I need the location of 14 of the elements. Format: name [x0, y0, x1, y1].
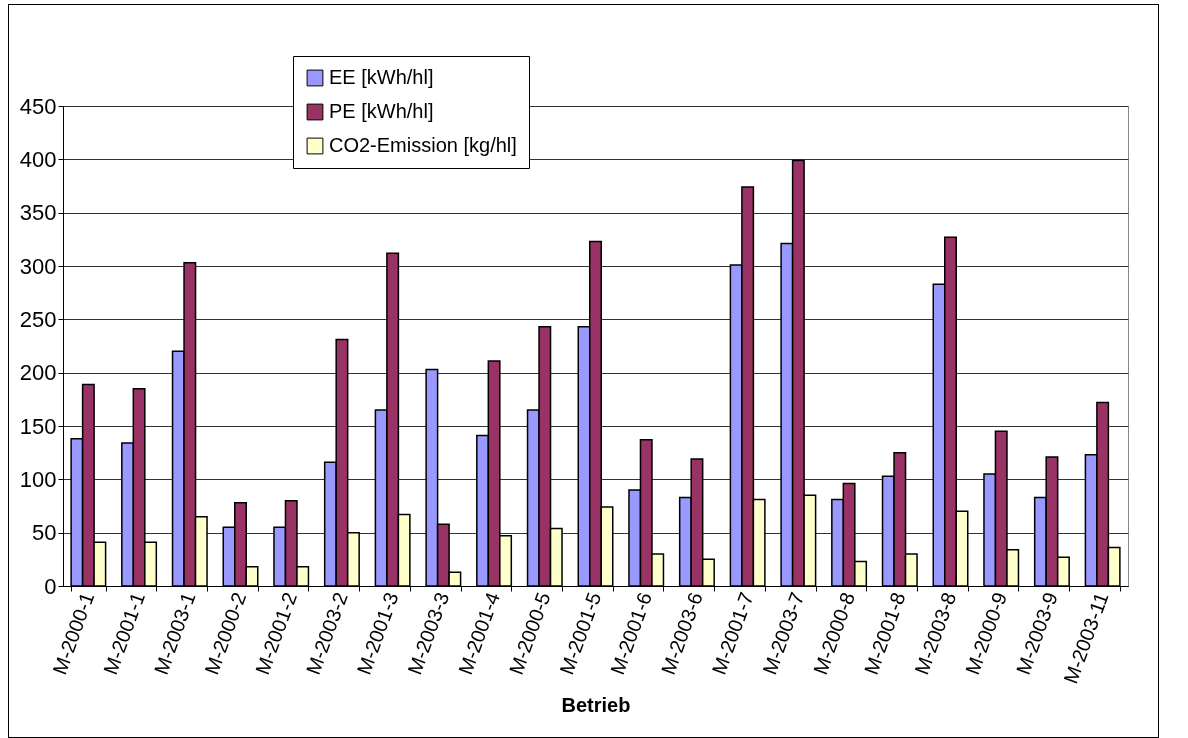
y-tick-label: 0: [44, 573, 57, 599]
y-tick-label: 150: [19, 413, 57, 439]
x-axis-title: Betrieb: [561, 694, 631, 717]
legend-label: CO2-Emission [kg/hl]: [329, 134, 517, 156]
y-tick-label: 200: [19, 360, 57, 386]
legend-label: EE [kWh/hl]: [329, 66, 434, 88]
y-tick-label: 350: [19, 200, 57, 226]
y-tick-label: 450: [19, 93, 57, 119]
y-tick-label: 250: [19, 306, 57, 332]
y-tick-label: 300: [19, 253, 57, 279]
legend-label: PE [kWh/hl]: [329, 100, 434, 122]
y-tick-label: 50: [32, 520, 57, 546]
y-tick-label: 100: [19, 466, 57, 492]
y-tick-label: 400: [19, 146, 57, 172]
